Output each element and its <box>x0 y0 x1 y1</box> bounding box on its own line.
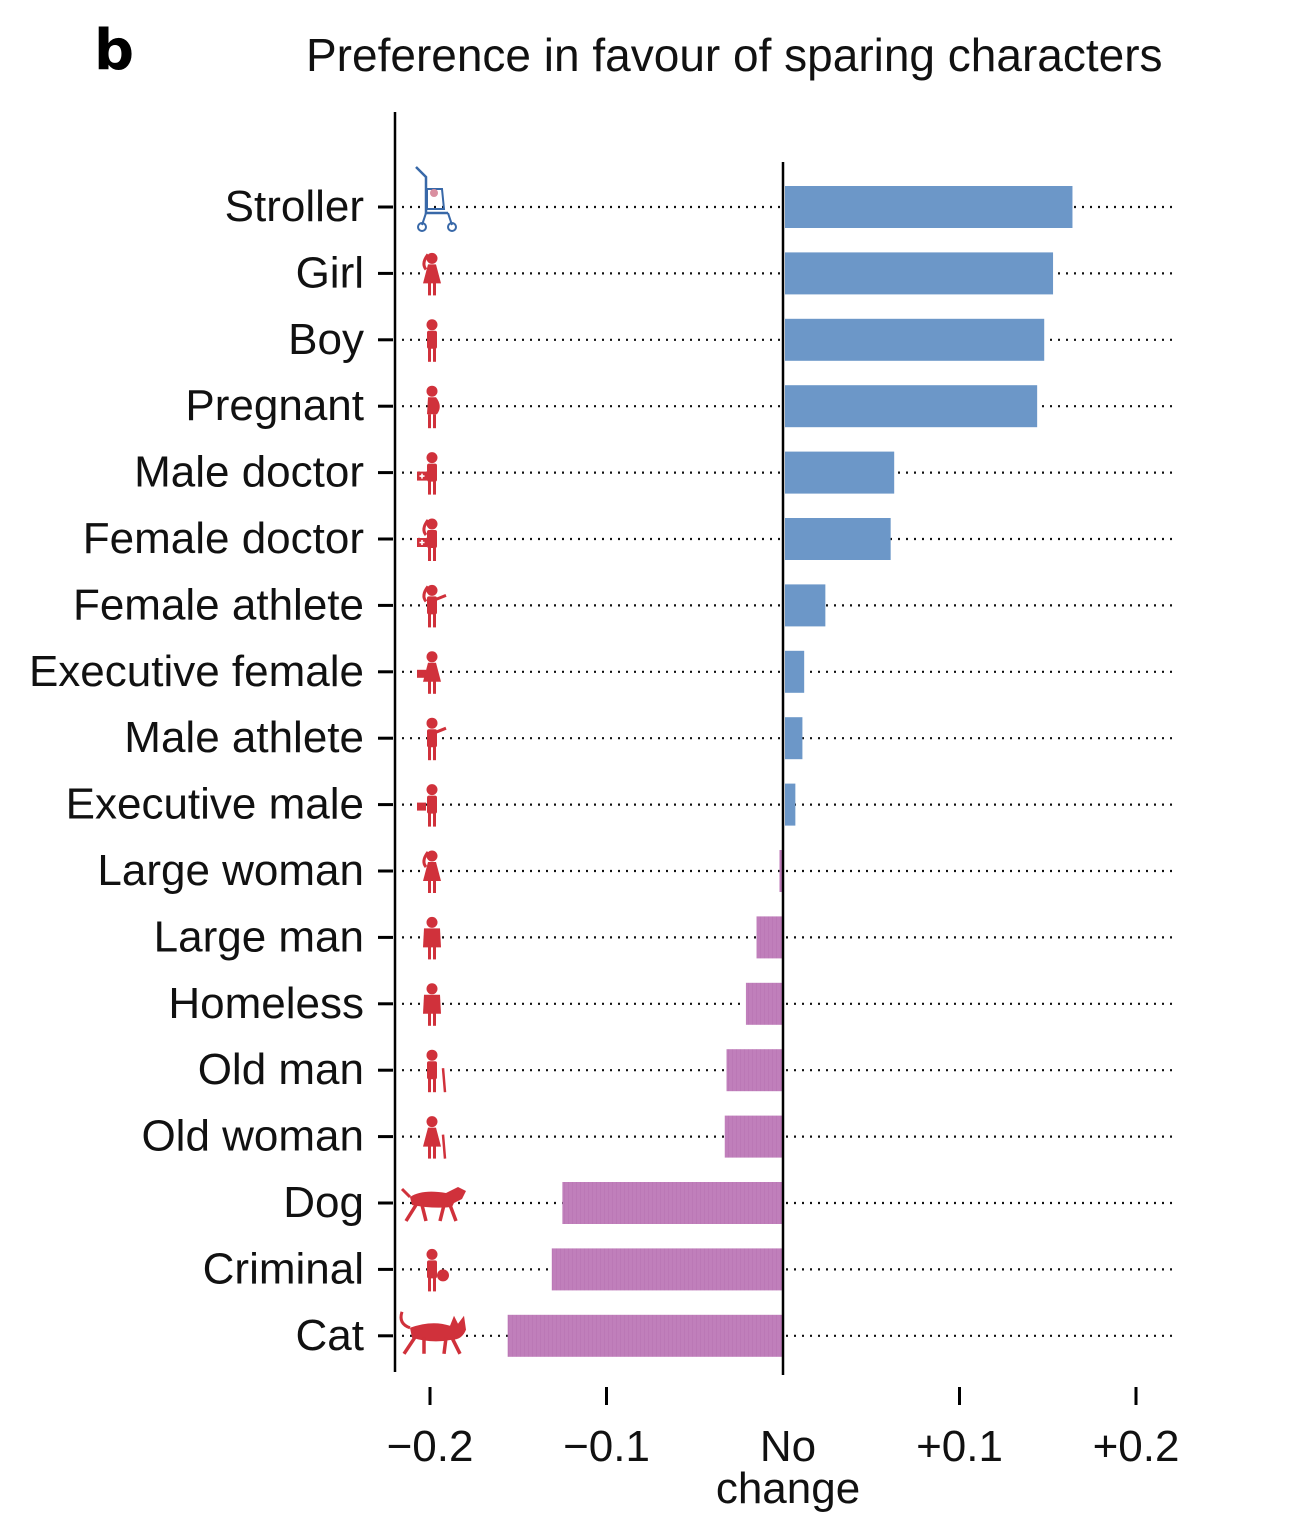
bar <box>726 1049 782 1092</box>
bar <box>785 186 1073 228</box>
bar <box>551 1248 782 1291</box>
pregnant-icon <box>426 385 440 429</box>
category-label: Homeless <box>168 979 364 1028</box>
bar <box>779 850 783 892</box>
category-label: Stroller <box>225 182 364 231</box>
category-label: Old man <box>198 1045 364 1094</box>
category-label: Male athlete <box>124 713 364 762</box>
category-label: Female athlete <box>73 580 364 629</box>
category-label: Female doctor <box>83 514 364 563</box>
large-woman-icon <box>422 850 441 893</box>
category-label: Cat <box>296 1311 364 1360</box>
criminal-icon <box>426 1248 449 1292</box>
executive-female-icon <box>417 651 441 694</box>
x-tick-label: +0.2 <box>1093 1422 1180 1471</box>
bar <box>785 451 895 494</box>
x-tick-label: −0.1 <box>563 1422 650 1471</box>
dog-icon <box>400 1187 466 1222</box>
female-athlete-icon <box>422 584 447 628</box>
category-label: Boy <box>288 315 364 364</box>
category-label: Large woman <box>97 846 364 895</box>
category-label: Pregnant <box>185 381 364 430</box>
bar <box>785 717 803 760</box>
girl-icon <box>422 252 441 296</box>
category-label: Criminal <box>203 1244 364 1293</box>
labels-layer: Stroller Girl Boy Pregnant Male doctor Female… <box>29 182 1180 1513</box>
x-tick-label-line2: change <box>716 1464 860 1513</box>
category-label: Executive male <box>66 780 364 829</box>
stroller-icon <box>415 166 457 232</box>
bars-layer <box>507 186 1073 1357</box>
category-label: Dog <box>283 1178 364 1227</box>
boy-icon <box>426 319 438 362</box>
bar <box>785 385 1038 428</box>
bar <box>785 650 805 693</box>
x-tick-label: No <box>760 1422 816 1471</box>
guides-layer <box>394 205 1176 1337</box>
homeless-icon <box>423 983 441 1026</box>
bar <box>785 318 1045 361</box>
large-man-icon <box>423 916 441 960</box>
bar <box>745 982 782 1025</box>
bar <box>785 252 1054 295</box>
x-tick-label: −0.2 <box>387 1422 474 1471</box>
bar <box>507 1314 782 1357</box>
bar <box>785 783 796 826</box>
category-label: Large man <box>154 912 364 961</box>
bar <box>724 1115 782 1158</box>
category-label: Male doctor <box>134 448 364 497</box>
executive-male-icon <box>417 784 438 827</box>
icons-layer <box>399 166 466 1355</box>
cat-icon <box>399 1311 466 1355</box>
chart-title: Preference in favour of sparing characte… <box>306 29 1163 81</box>
bar <box>562 1182 782 1224</box>
bar <box>785 584 826 627</box>
bar <box>785 518 891 560</box>
bar <box>756 916 782 959</box>
x-tick-label: +0.1 <box>916 1422 1003 1471</box>
female-doctor-icon <box>417 518 438 561</box>
panel-letter: b <box>94 18 135 83</box>
male-athlete-icon <box>426 717 447 761</box>
category-label: Girl <box>296 248 364 297</box>
category-label: Old woman <box>141 1112 364 1161</box>
axes-layer <box>378 112 1138 1405</box>
category-label: Executive female <box>29 647 364 696</box>
old-woman-icon <box>423 1116 447 1159</box>
old-man-icon <box>426 1049 447 1093</box>
male-doctor-icon <box>417 452 438 495</box>
